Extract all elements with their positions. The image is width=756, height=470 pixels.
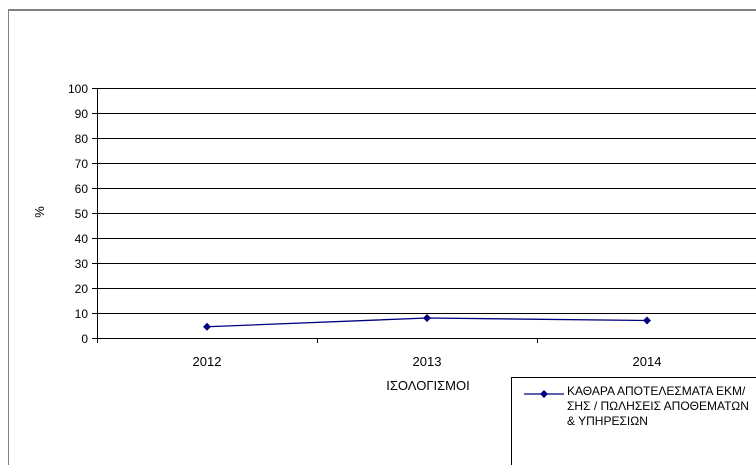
y-tick-label: 50 [75, 207, 89, 221]
y-tick-label: 10 [75, 307, 89, 321]
y-tick-label: 90 [75, 107, 89, 121]
x-tick-label: 2014 [633, 354, 662, 369]
legend: ΚΑΘΑΡΑ ΑΠΟΤΕΛΕΣΜΑΤΑ ΕΚΜ/ΣΗΣ / ΠΩΛΗΣΕΙΣ Α… [511, 377, 756, 465]
y-tick-label: 100 [68, 82, 88, 96]
y-tick-label: 40 [75, 232, 89, 246]
data-point [203, 322, 211, 331]
y-tick-label: 30 [75, 257, 89, 271]
data-point [423, 314, 431, 322]
legend-marker [524, 390, 564, 398]
y-tick-labels: 0 10 20 30 40 50 60 70 80 90 100 [68, 82, 88, 346]
y-tick-label: 0 [81, 332, 88, 346]
y-tick-label: 80 [75, 132, 89, 146]
x-tick-labels: 2012 2013 2014 [193, 354, 662, 369]
series-group [203, 314, 651, 331]
y-axis-label: % [32, 206, 47, 218]
y-tick-label: 20 [75, 282, 89, 296]
legend-label: ΚΑΘΑΡΑ ΑΠΟΤΕΛΕΣΜΑΤΑ ΕΚΜ/ΣΗΣ / ΠΩΛΗΣΕΙΣ Α… [567, 384, 749, 428]
y-tick-label: 70 [75, 157, 89, 171]
x-tick-label: 2012 [193, 354, 222, 369]
gridlines [97, 88, 756, 314]
y-tick-label: 60 [75, 182, 89, 196]
axes [92, 88, 756, 343]
data-point [643, 316, 651, 325]
x-axis-label: ΙΣΟΛΟΓΙΣΜΟΙ [386, 378, 469, 393]
x-tick-label: 2013 [413, 354, 442, 369]
